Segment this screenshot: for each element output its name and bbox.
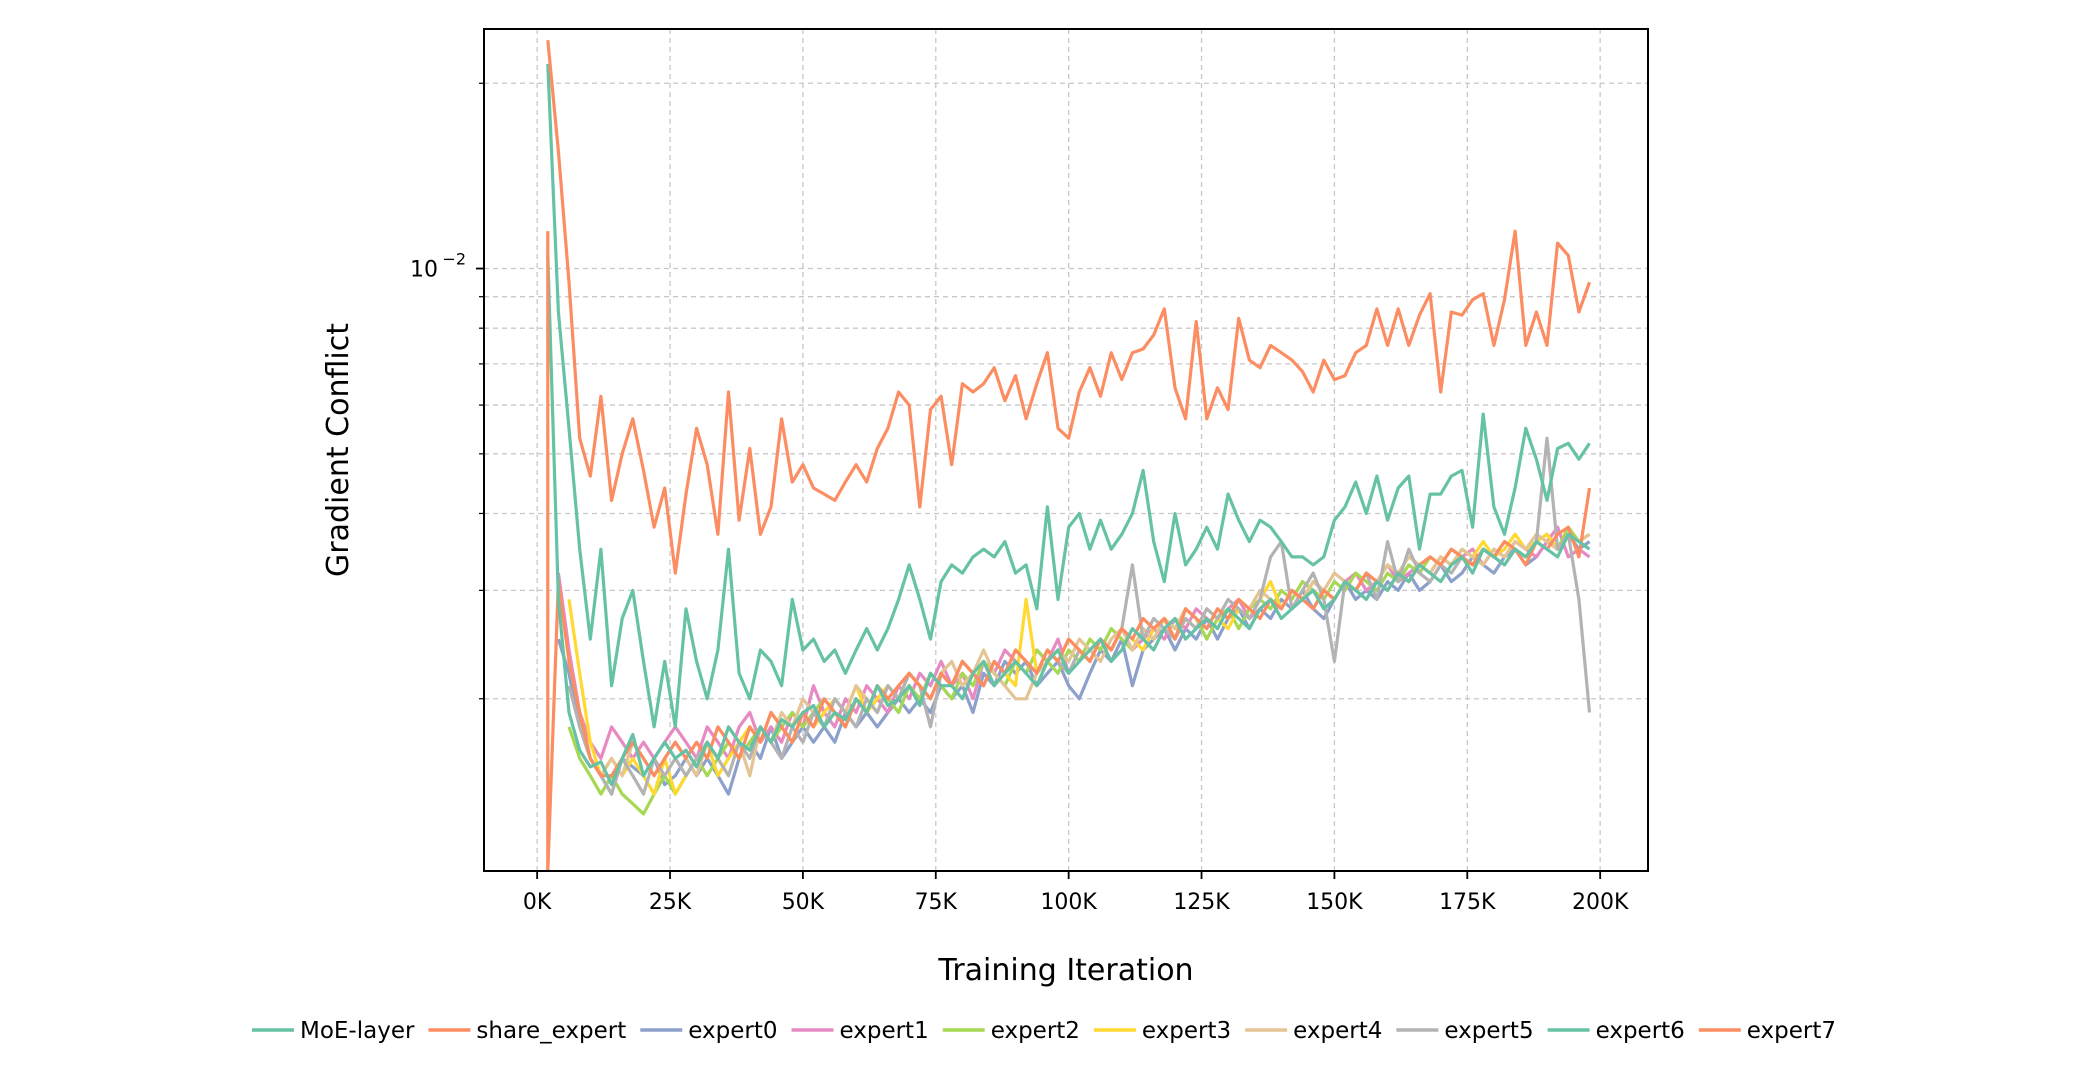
y-tick-label-exponent: −2 [442, 250, 466, 269]
series-line-MoE-layer [546, 255, 1591, 787]
legend-label: MoE-layer [300, 1018, 415, 1044]
series-line-share_expert [546, 39, 1592, 575]
legend-item-expert2: expert2 [942, 1018, 1080, 1044]
legend-label: expert4 [1293, 1018, 1382, 1044]
legend-item-share_expert: share_expert [428, 1018, 626, 1044]
y-tick-label: 10 [410, 258, 438, 283]
legend-label: expert7 [1747, 1018, 1836, 1044]
legend-label: expert0 [688, 1018, 777, 1044]
x-tick-label: 100K [1040, 890, 1097, 915]
legend-label: expert3 [1142, 1018, 1231, 1044]
legend-item-expert3: expert3 [1093, 1018, 1231, 1044]
legend-item-expert1: expert1 [791, 1018, 929, 1044]
legend-item-expert5: expert5 [1396, 1018, 1534, 1044]
legend-item-MoE-layer: MoE-layer [251, 1018, 415, 1044]
axes: 0K 25K 50K 75K 100K 125K 150K 175K 200K 10 −2 [410, 82, 1629, 915]
x-axis-title: Training Iteration [937, 953, 1193, 988]
legend: MoE-layer share_expert expert0 expert1 exper… [251, 1018, 1836, 1044]
legend-item-expert7: expert7 [1698, 1018, 1836, 1044]
x-tick-label: 25K [649, 890, 692, 915]
series-line-expert0 [556, 532, 1591, 796]
legend-label: expert6 [1596, 1018, 1685, 1044]
legend-label: expert2 [991, 1018, 1080, 1044]
x-tick-label: 175K [1439, 890, 1496, 915]
x-tick-label: 75K [915, 890, 958, 915]
series-line-expert6 [546, 63, 1591, 729]
legend-item-expert6: expert6 [1547, 1018, 1685, 1044]
x-tick-label: 200K [1572, 890, 1629, 915]
legend-label: expert5 [1444, 1018, 1533, 1044]
legend-label: expert1 [839, 1018, 928, 1044]
x-tick-label: 125K [1173, 890, 1230, 915]
series-lines [546, 39, 1592, 871]
x-tick-label: 150K [1306, 890, 1363, 915]
x-tick-label: 0K [523, 890, 552, 915]
legend-item-expert0: expert0 [640, 1018, 777, 1044]
y-axis-title: Gradient Conflict [321, 323, 356, 577]
plot-frame [483, 28, 1649, 872]
legend-item-expert4: expert4 [1245, 1018, 1382, 1044]
legend-label: share_expert [476, 1018, 626, 1044]
x-tick-label: 50K [782, 890, 825, 915]
